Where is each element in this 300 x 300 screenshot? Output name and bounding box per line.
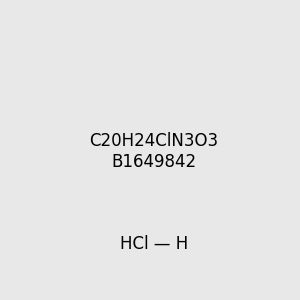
Text: HCl — H: HCl — H bbox=[120, 235, 188, 253]
Text: C20H24ClN3O3
B1649842: C20H24ClN3O3 B1649842 bbox=[89, 132, 218, 171]
